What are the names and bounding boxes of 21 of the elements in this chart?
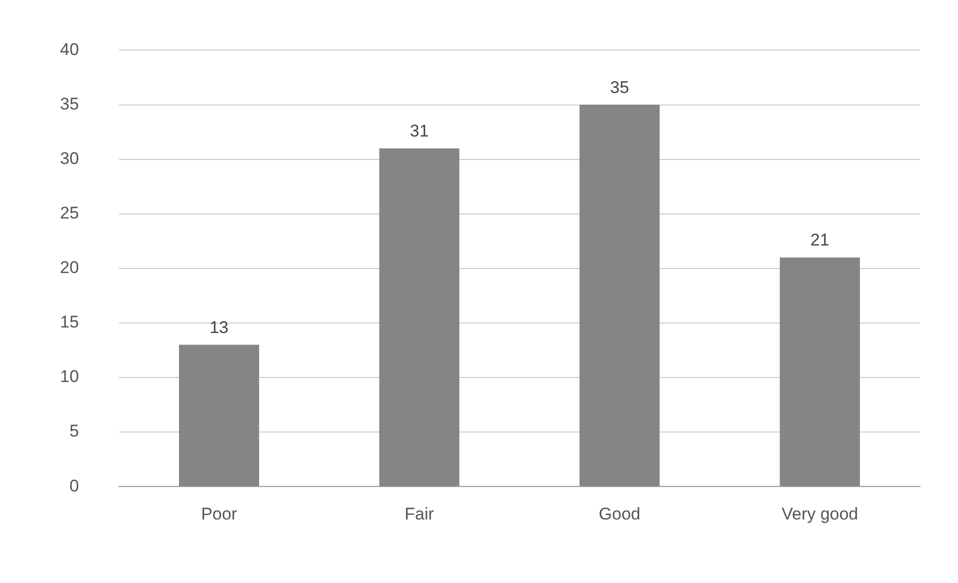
bar [580, 104, 660, 486]
bar [178, 344, 260, 486]
data-label: 35 [610, 78, 630, 97]
x-tick-label: Very good [782, 504, 858, 524]
x-tick-label: Good [598, 504, 640, 524]
y-tick-label: 5 [69, 422, 79, 441]
y-tick-label: 20 [60, 258, 79, 278]
y-tick-label: 35 [60, 94, 79, 114]
bar [780, 257, 860, 486]
x-tick-label: Poor [201, 504, 238, 524]
y-tick-label: 40 [60, 40, 79, 59]
y-tick-label: 0 [69, 476, 79, 496]
x-tick-label: Fair [404, 504, 434, 524]
bar [379, 148, 460, 486]
y-tick-label: 15 [60, 312, 79, 332]
y-tick-label: 30 [60, 148, 79, 168]
data-label: 13 [210, 318, 229, 337]
y-tick-label: 25 [60, 204, 79, 223]
data-label: 21 [810, 230, 830, 250]
data-label: 31 [410, 122, 429, 141]
y-tick-label: 10 [60, 367, 79, 386]
